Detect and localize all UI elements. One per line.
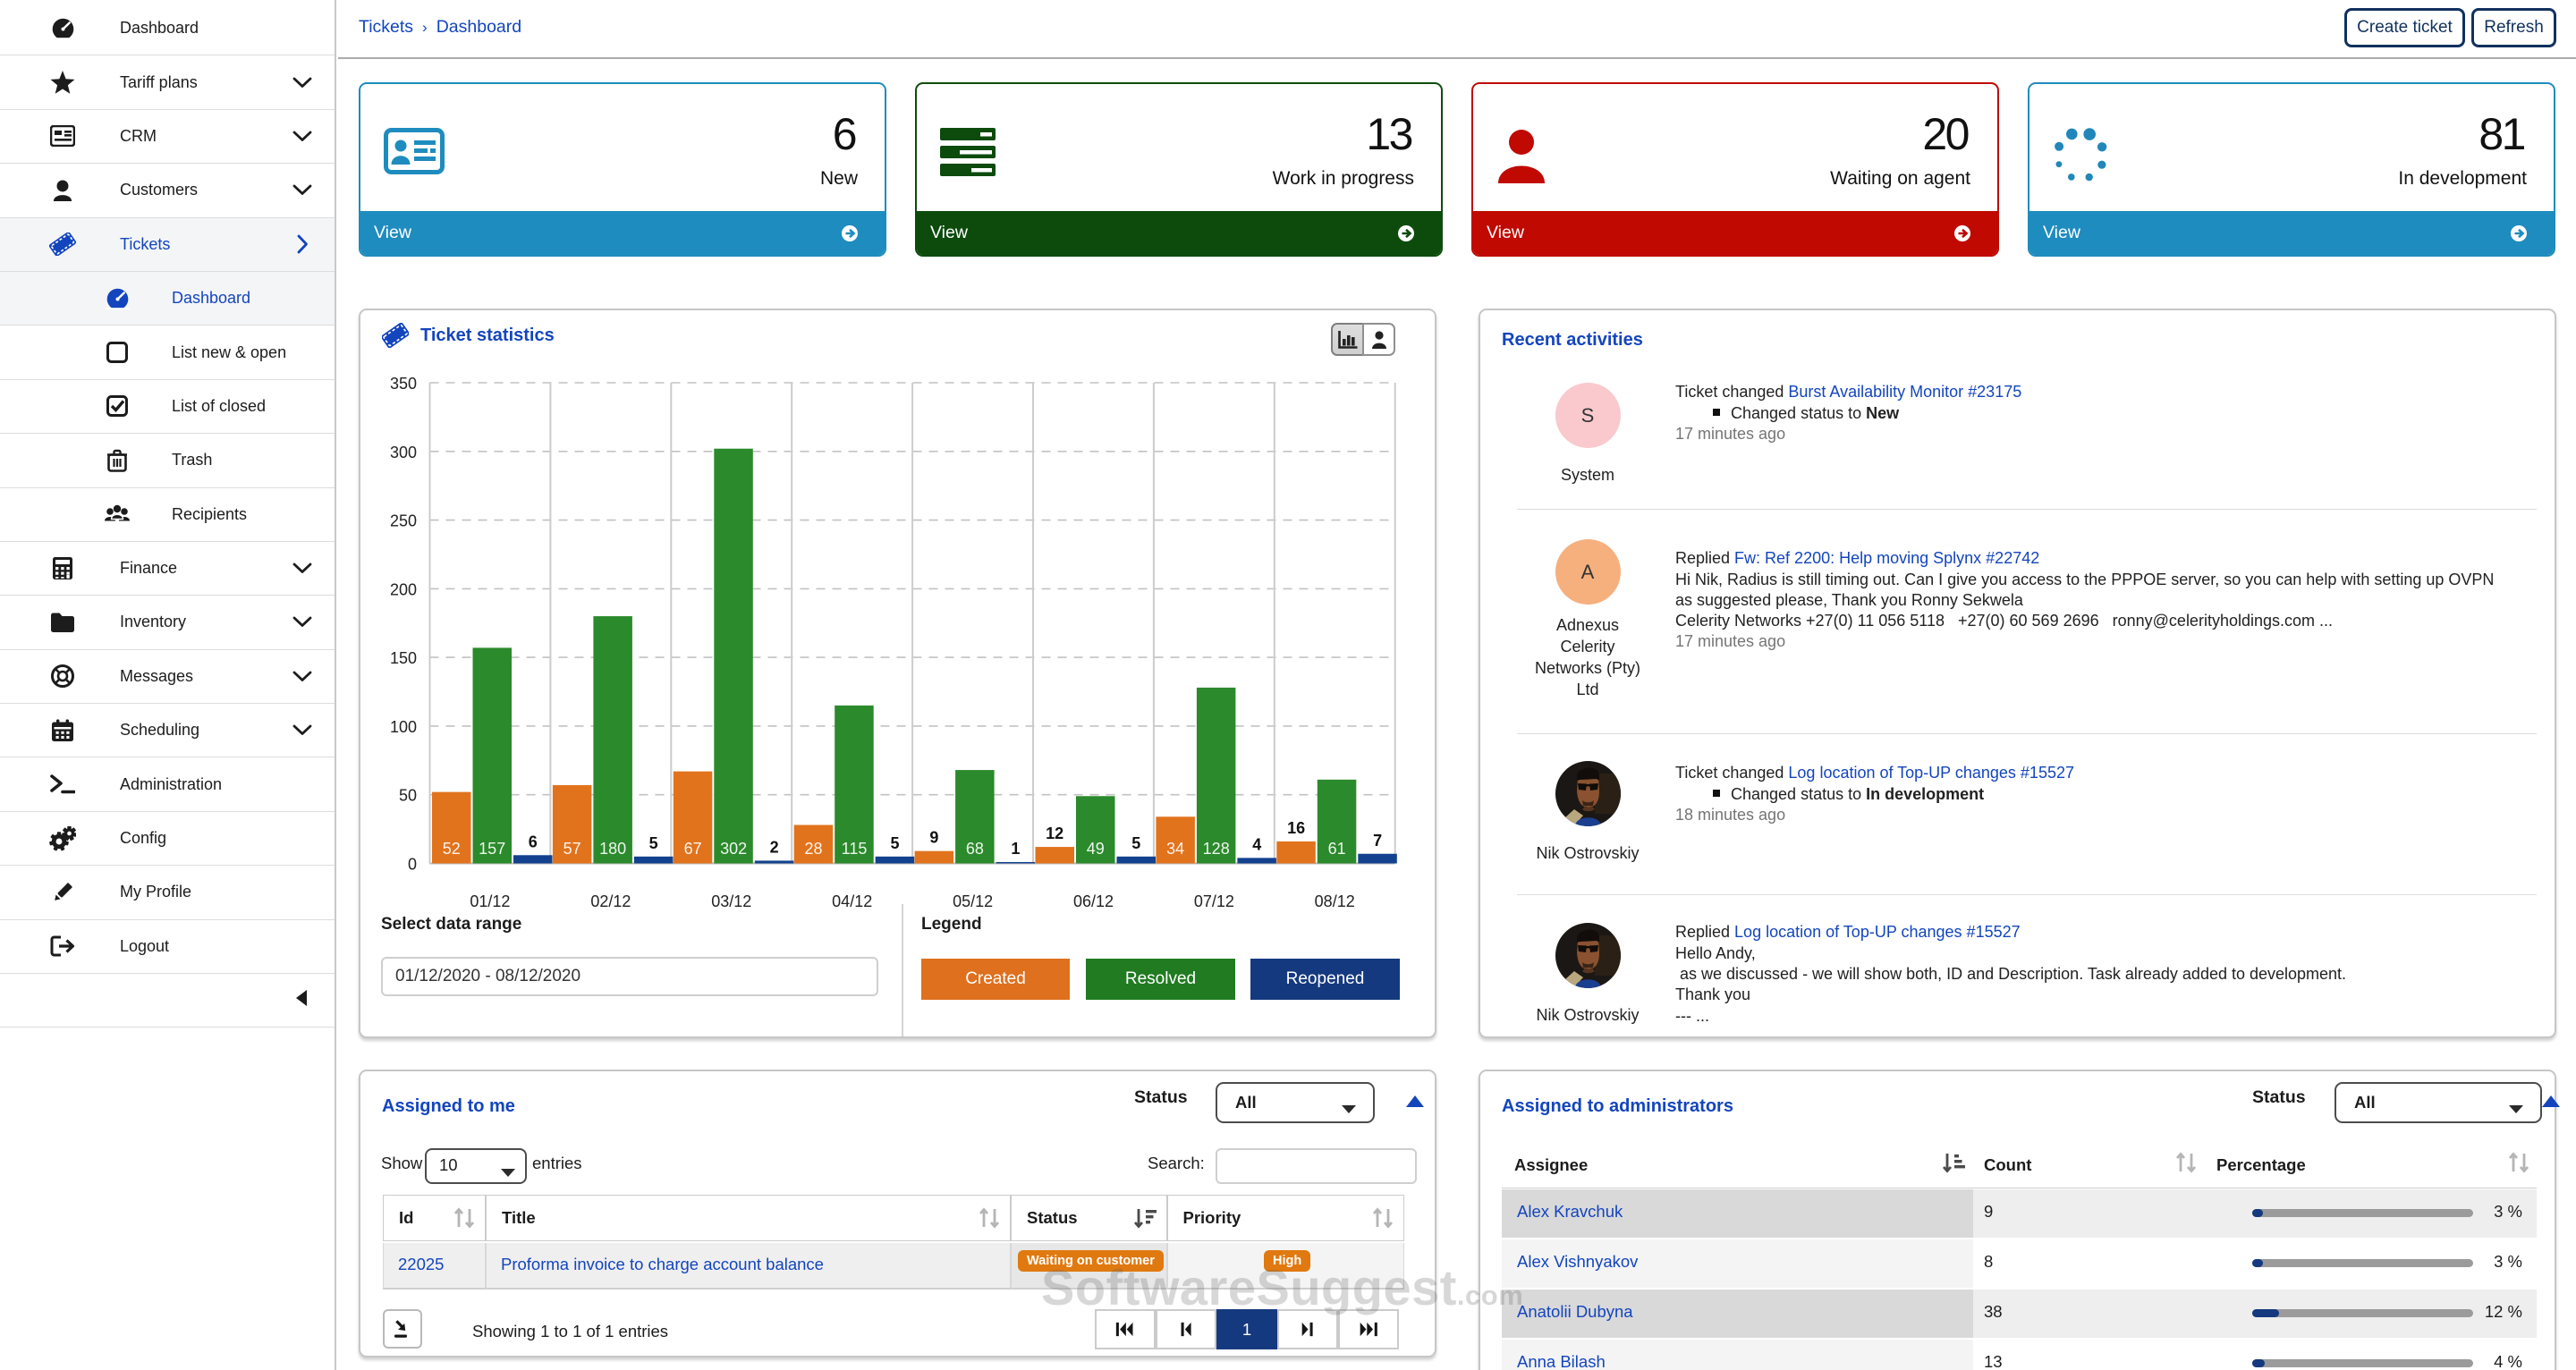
svg-text:04/12: 04/12	[832, 892, 872, 910]
svg-text:115: 115	[842, 840, 868, 858]
svg-text:300: 300	[390, 444, 417, 461]
svg-text:49: 49	[1087, 840, 1105, 858]
svg-text:68: 68	[966, 840, 984, 858]
svg-text:200: 200	[390, 580, 417, 598]
svg-text:6: 6	[529, 833, 538, 850]
svg-text:08/12: 08/12	[1315, 892, 1355, 910]
svg-text:02/12: 02/12	[590, 892, 631, 910]
svg-text:01/12: 01/12	[470, 892, 510, 910]
svg-text:16: 16	[1287, 819, 1305, 837]
svg-text:50: 50	[399, 787, 417, 805]
svg-text:06/12: 06/12	[1073, 892, 1114, 910]
svg-text:34: 34	[1166, 840, 1184, 858]
svg-text:7: 7	[1373, 832, 1382, 850]
svg-text:67: 67	[684, 840, 702, 858]
svg-text:302: 302	[720, 840, 747, 858]
svg-text:250: 250	[390, 512, 417, 530]
svg-text:180: 180	[599, 840, 626, 858]
svg-text:2: 2	[770, 838, 779, 856]
svg-text:28: 28	[804, 840, 822, 858]
svg-text:52: 52	[443, 840, 461, 858]
svg-text:03/12: 03/12	[711, 892, 751, 910]
svg-text:1: 1	[1011, 840, 1020, 858]
svg-text:5: 5	[1131, 834, 1140, 852]
svg-text:05/12: 05/12	[953, 892, 993, 910]
svg-text:128: 128	[1203, 840, 1230, 858]
svg-text:157: 157	[479, 840, 505, 858]
svg-text:100: 100	[390, 718, 417, 736]
svg-text:07/12: 07/12	[1194, 892, 1234, 910]
svg-text:4: 4	[1252, 835, 1261, 853]
svg-text:12: 12	[1046, 825, 1063, 842]
svg-text:5: 5	[649, 834, 658, 852]
svg-text:0: 0	[408, 856, 417, 874]
svg-text:5: 5	[890, 834, 899, 852]
svg-text:57: 57	[564, 840, 581, 858]
svg-text:61: 61	[1328, 840, 1346, 858]
svg-text:350: 350	[390, 375, 417, 393]
svg-text:150: 150	[390, 649, 417, 667]
svg-text:9: 9	[929, 829, 938, 847]
